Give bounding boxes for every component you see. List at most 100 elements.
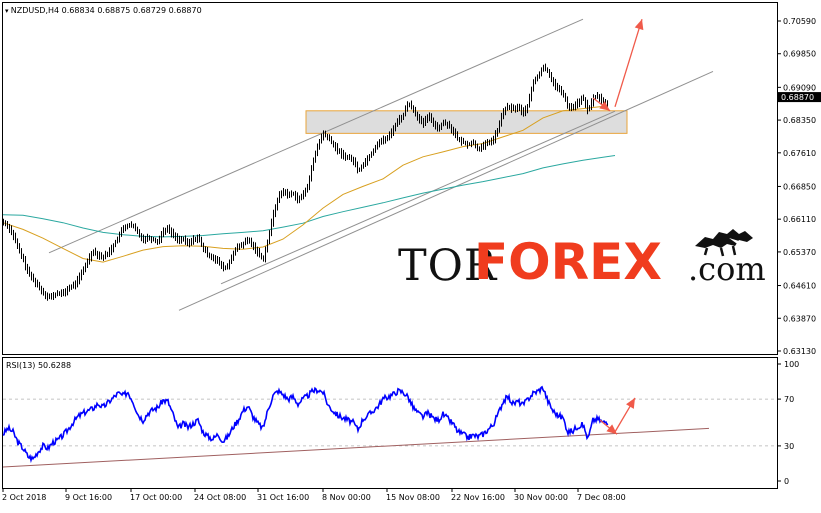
candle [257,246,258,257]
candle [215,255,216,264]
candle [267,239,268,253]
candle-body [403,114,404,118]
candle [21,248,22,259]
candle-body [493,139,494,141]
candle-body [61,292,62,294]
candle [231,254,232,264]
price-forecast-arrow-2 [592,97,611,112]
candle-body [215,257,216,260]
candle-body [461,140,462,142]
price-tick-label: 0.66850 [783,182,816,191]
candle-body [517,107,518,108]
candle-body [297,196,298,199]
symbol-label: NZDUSD,H4 [11,6,59,15]
candle-body [431,117,432,121]
time-tick-label: 8 Nov 00:00 [322,493,371,502]
candle [279,191,280,204]
candle [425,115,426,127]
candle [193,235,194,245]
candle [409,102,410,108]
candle-body [51,296,52,298]
candle-body [141,234,142,238]
candle-body [357,165,358,170]
candle-body [235,250,236,253]
candle-body [589,107,590,110]
candle-body [85,265,86,270]
candle-body [595,96,596,98]
candle-body [319,141,320,147]
candle-body [445,122,446,124]
candle-body [3,221,4,223]
candle-body [23,255,24,261]
candle-body [11,228,12,233]
rsi-tick-label: 70 [784,395,794,404]
candle-body [171,230,172,233]
candle [13,229,14,241]
candle [467,140,468,149]
candle [99,251,100,260]
candle [447,121,448,129]
candle-body [107,253,108,256]
candle [325,130,326,138]
candle-body [95,250,96,253]
candle-body [117,238,118,242]
rsi-value: 50.6288 [38,361,71,370]
candle-body [539,73,540,77]
candle-body [519,107,520,109]
candle [433,117,434,127]
candle [61,289,62,298]
price-tick-label: 0.63870 [783,314,816,323]
rsi-forecast-arrow-1 [614,397,636,433]
price-panel-header: ▾ NZDUSD,H4 0.68834 0.68875 0.68729 0.68… [5,6,202,15]
candle-body [565,94,566,100]
candle [67,285,68,296]
candle-body [405,109,406,115]
candle [385,136,386,144]
candle [245,237,246,246]
candle [281,190,282,199]
candle [601,93,602,105]
time-tick-label: 15 Nov 08:00 [386,493,440,502]
candle [461,136,462,146]
candle [493,135,494,145]
candle [363,162,364,169]
candle-body [241,244,242,247]
candle-body [77,280,78,283]
candle-body [417,113,418,117]
candle-body [123,228,124,232]
candle-body [301,196,302,199]
candle-body [293,193,294,195]
candle [113,243,114,253]
candle [557,82,558,92]
candle-body [607,104,608,106]
candle-body [535,79,536,82]
candle [41,285,42,295]
candle [333,140,334,148]
candle [15,232,16,244]
candle [415,106,416,117]
candle [95,247,96,256]
candle [381,137,382,145]
candle-body [209,254,210,256]
candle [239,243,240,250]
candle-body [143,237,144,240]
candle [177,233,178,244]
candle [181,236,182,244]
candle [485,140,486,150]
candle-body [479,148,480,149]
candle-body [65,291,66,294]
time-tick-label: 2 Oct 2018 [2,493,46,502]
candle-body [73,285,74,287]
candle [137,226,138,234]
candle-body [197,237,198,239]
candle [555,78,556,91]
candle-body [53,295,54,297]
candle-body [267,241,268,250]
candle-body [89,256,90,261]
candle-body [443,122,444,125]
candle [329,134,330,142]
candle-body [349,157,350,159]
candle-body [365,161,366,164]
candle [545,63,546,72]
candle-body [41,287,42,291]
